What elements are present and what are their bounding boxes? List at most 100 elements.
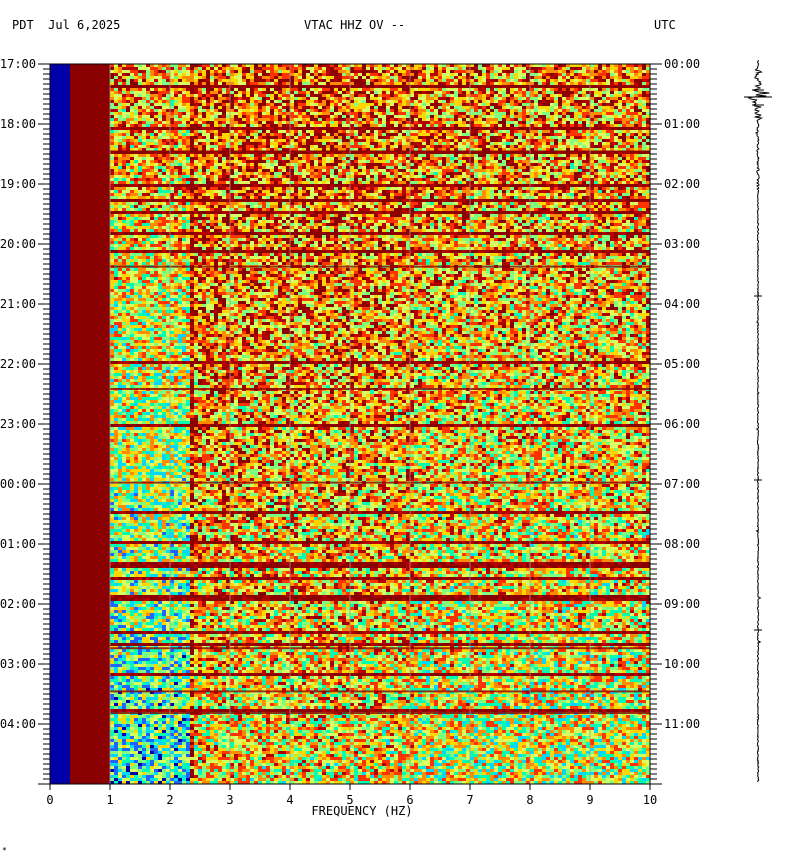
heat-cell [382, 154, 386, 157]
heat-cell [494, 142, 498, 145]
heat-cell [550, 124, 554, 127]
heat-cell [166, 112, 170, 115]
heat-cell [410, 154, 414, 157]
heat-cell [266, 94, 270, 97]
heat-cell [502, 145, 506, 148]
heat-cell [482, 67, 486, 70]
heat-cell [286, 91, 290, 94]
heat-cell [534, 118, 538, 121]
heat-cell [386, 67, 390, 70]
heat-cell [450, 136, 454, 139]
heat-cell [154, 100, 158, 103]
heat-cell [314, 112, 318, 115]
heat-cell [402, 124, 406, 127]
heat-cell [298, 118, 302, 121]
heat-cell [286, 103, 290, 106]
heat-cell [578, 82, 582, 85]
heat-cell [546, 136, 550, 139]
heat-cell [570, 142, 574, 145]
heat-cell [170, 106, 174, 109]
heat-cell [450, 115, 454, 118]
heat-cell [562, 121, 566, 124]
heat-cell [442, 94, 446, 97]
heat-cell [254, 82, 258, 85]
heat-cell [510, 97, 514, 100]
heat-cell [574, 73, 578, 76]
heat-cell [602, 100, 606, 103]
heat-cell [278, 97, 282, 100]
heat-cell [206, 124, 210, 127]
heat-cell [190, 160, 194, 163]
heat-cell [498, 118, 502, 121]
heat-cell [638, 124, 642, 127]
heat-cell [58, 106, 62, 109]
heat-cell [586, 124, 590, 127]
heat-cell [322, 115, 326, 118]
heat-cell [374, 97, 378, 100]
heat-cell [50, 115, 54, 118]
heat-cell [474, 121, 478, 124]
heat-cell [226, 112, 230, 115]
heat-cell [490, 127, 494, 130]
heat-cell [218, 100, 222, 103]
heat-cell [134, 73, 138, 76]
heat-cell [54, 97, 58, 100]
heat-cell [454, 130, 458, 133]
heat-cell [330, 100, 334, 103]
heat-cell [298, 124, 302, 127]
heat-cell [482, 133, 486, 136]
heat-cell [238, 82, 242, 85]
heat-cell [374, 136, 378, 139]
heat-cell [270, 142, 274, 145]
heat-cell [390, 79, 394, 82]
heat-cell [366, 106, 370, 109]
heat-cell [502, 100, 506, 103]
heat-cell [182, 136, 186, 139]
heat-cell [206, 130, 210, 133]
heat-cell [618, 100, 622, 103]
heat-cell [510, 91, 514, 94]
heat-cell [214, 112, 218, 115]
heat-cell [146, 160, 150, 163]
heat-cell [434, 70, 438, 73]
heat-cell [522, 118, 526, 121]
heat-cell [222, 115, 226, 118]
heat-cell [398, 109, 402, 112]
heat-cell [314, 154, 318, 157]
heat-cell [158, 130, 162, 133]
heat-cell [626, 112, 630, 115]
heat-cell [442, 109, 446, 112]
heat-cell [418, 124, 422, 127]
heat-cell [342, 79, 346, 82]
heat-cell [286, 112, 290, 115]
heat-cell [266, 133, 270, 136]
heat-cell [338, 130, 342, 133]
heat-cell [282, 76, 286, 79]
heat-cell [306, 76, 310, 79]
heat-cell [338, 121, 342, 124]
heat-cell [166, 97, 170, 100]
heat-cell [554, 103, 558, 106]
heat-cell [418, 88, 422, 91]
heat-cell [406, 127, 410, 130]
heat-cell [274, 67, 278, 70]
heat-cell [514, 100, 518, 103]
heat-cell [358, 88, 362, 91]
heat-cell [386, 91, 390, 94]
heat-cell [338, 157, 342, 160]
heat-cell [54, 106, 58, 109]
heat-cell [270, 127, 274, 130]
heat-cell [346, 118, 350, 121]
heat-cell [50, 91, 54, 94]
heat-cell [594, 133, 598, 136]
heat-cell [358, 70, 362, 73]
heat-cell [270, 97, 274, 100]
heat-cell [370, 109, 374, 112]
heat-cell [530, 109, 534, 112]
heat-cell [62, 115, 66, 118]
heat-cell [186, 100, 190, 103]
heat-cell [418, 121, 422, 124]
heat-cell [518, 109, 522, 112]
heat-cell [366, 103, 370, 106]
heat-cell [534, 142, 538, 145]
